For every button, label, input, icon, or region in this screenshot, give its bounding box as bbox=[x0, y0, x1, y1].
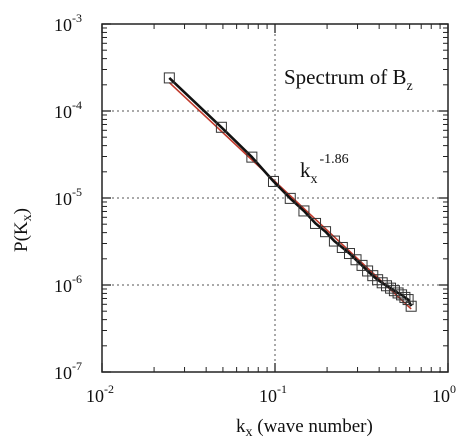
spectrum-data-line bbox=[168, 76, 413, 307]
data-point-marker bbox=[399, 291, 411, 303]
fit-line-layer bbox=[168, 81, 412, 310]
data-point-marker bbox=[328, 235, 340, 247]
data-line-layer bbox=[168, 76, 413, 307]
data-point-marker bbox=[388, 285, 400, 297]
data-point-marker bbox=[163, 72, 175, 84]
slope-annotation: kx-1.86 bbox=[300, 152, 349, 187]
data-point-marker bbox=[356, 259, 368, 271]
y-tick-label: 10-4 bbox=[54, 98, 82, 122]
plot-frame bbox=[101, 23, 449, 373]
data-point-marker bbox=[343, 248, 355, 260]
data-point-marker bbox=[246, 151, 258, 163]
x-tick-label: 10-2 bbox=[86, 382, 114, 406]
data-point-marker bbox=[310, 217, 322, 229]
power-law-fit-line bbox=[168, 81, 412, 310]
data-point-marker bbox=[392, 287, 404, 299]
y-tick-label: 10-5 bbox=[54, 185, 82, 209]
y-tick-labels: 10-7 10-6 10-5 10-4 10-3 bbox=[54, 11, 82, 383]
data-point-marker bbox=[267, 175, 279, 187]
y-axis-title: P(Kx) bbox=[11, 208, 35, 252]
marker-layer bbox=[163, 72, 417, 312]
data-point-marker bbox=[405, 300, 417, 312]
y-tick-label: 10-6 bbox=[54, 272, 82, 296]
grid-lines bbox=[102, 24, 448, 372]
x-tick-label: 10-1 bbox=[259, 382, 287, 406]
data-point-marker bbox=[298, 205, 310, 217]
y-tick-label: 10-3 bbox=[54, 11, 82, 35]
data-point-marker bbox=[320, 226, 332, 238]
y-tick-label: 10-7 bbox=[54, 359, 82, 383]
x-tick-labels: 10-2 10-1 100 bbox=[86, 382, 456, 406]
spectrum-annotation: Spectrum of Bz bbox=[284, 65, 413, 94]
data-point-marker bbox=[284, 192, 296, 204]
data-point-marker bbox=[402, 294, 414, 306]
x-tick-label: 100 bbox=[432, 382, 456, 406]
data-point-marker bbox=[215, 121, 227, 133]
data-point-marker bbox=[350, 254, 362, 266]
x-axis-title: kx (wave number) bbox=[236, 416, 373, 440]
data-point-marker bbox=[336, 241, 348, 253]
